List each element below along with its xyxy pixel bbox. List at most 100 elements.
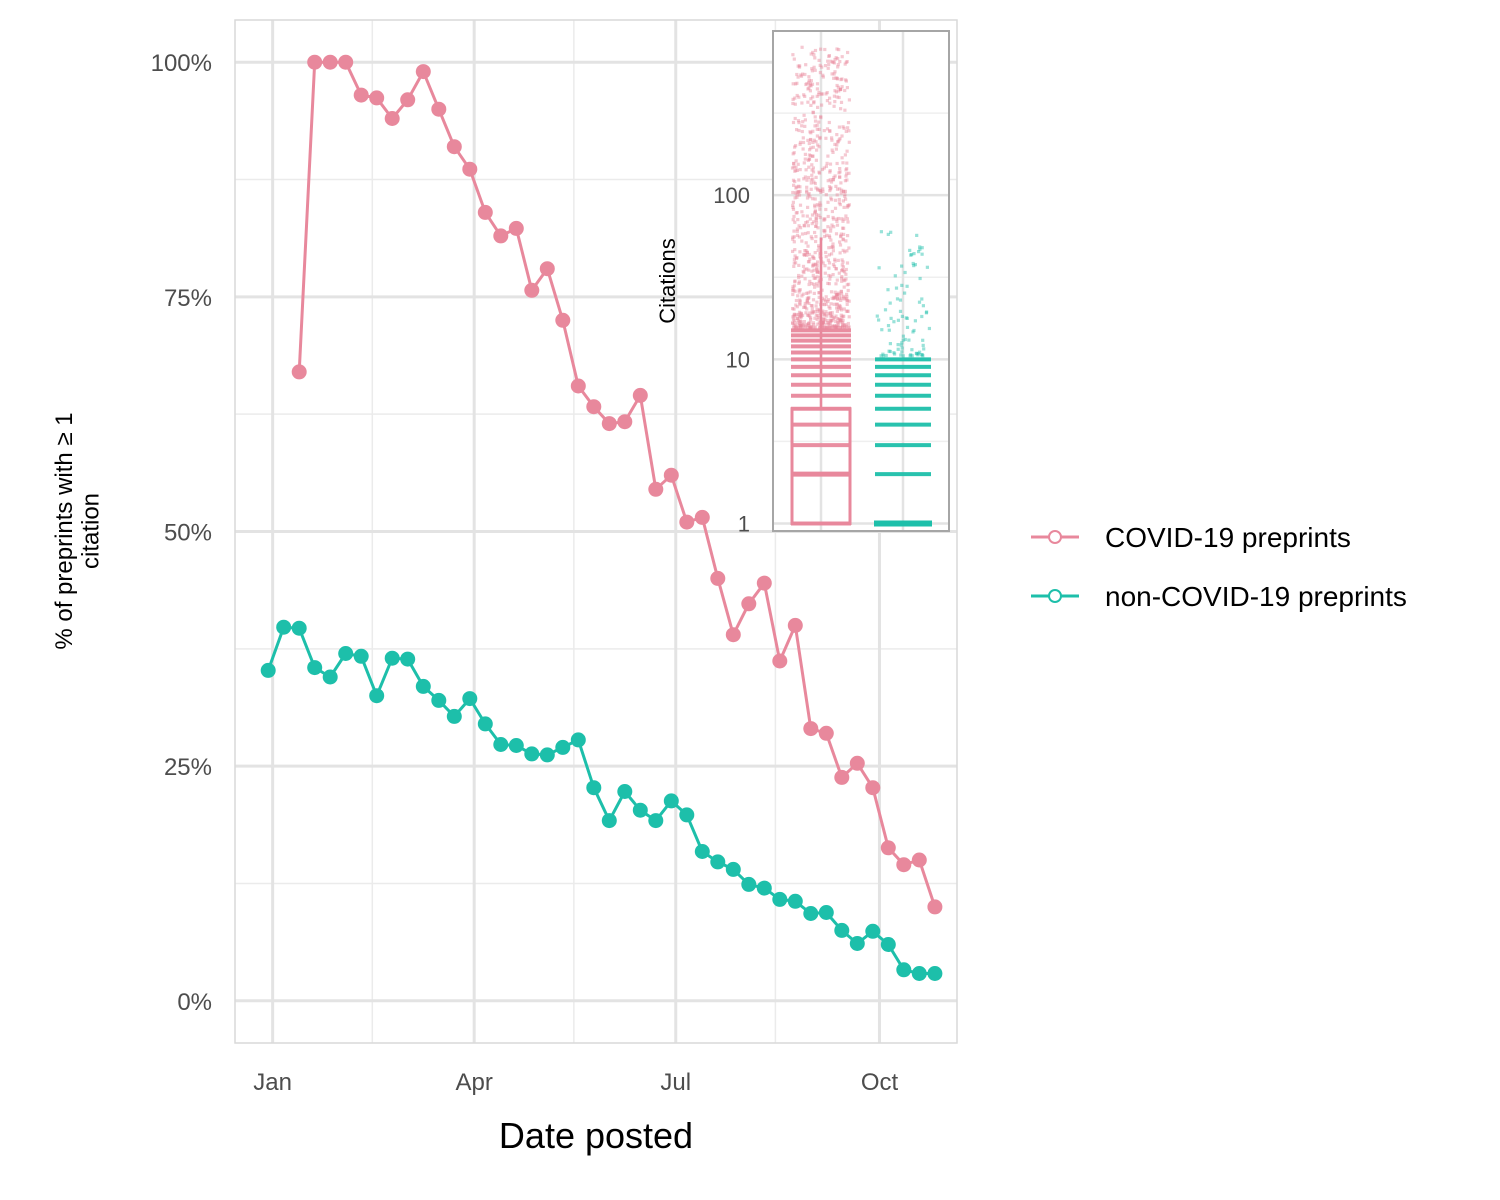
citation-point (807, 80, 811, 84)
citation-point (806, 296, 811, 301)
citation-point (817, 90, 821, 95)
citation-point (829, 302, 833, 306)
data-point (570, 732, 586, 748)
citation-point (812, 282, 816, 286)
citation-point (814, 304, 818, 308)
citation-point (828, 162, 833, 166)
citation-point (827, 62, 831, 67)
citation-point (879, 354, 883, 358)
data-point (524, 282, 540, 298)
citation-point (818, 189, 822, 193)
citation-point (805, 299, 809, 303)
citation-point (821, 318, 826, 322)
citation-point (811, 95, 815, 99)
citation-point (842, 205, 846, 209)
citation-point (803, 324, 807, 328)
citation-point (835, 133, 839, 137)
citation-point (792, 261, 796, 265)
citation-point (813, 205, 817, 209)
citation-point (809, 326, 813, 330)
citation-point (798, 185, 802, 189)
data-point (772, 891, 788, 907)
citation-point (828, 311, 832, 315)
citation-point (803, 157, 807, 161)
citation-point (833, 324, 837, 328)
citation-point (808, 130, 812, 134)
citation-point (823, 230, 827, 234)
citation-point (823, 312, 827, 316)
citation-point (814, 140, 818, 144)
citation-point (813, 56, 817, 60)
citation-point (800, 325, 804, 329)
citation-point (807, 321, 811, 325)
citation-point (812, 53, 816, 57)
citation-point (844, 272, 848, 276)
citation-point (841, 260, 845, 264)
citation-point (830, 252, 834, 256)
citation-point (797, 288, 801, 292)
citation-point (899, 353, 903, 357)
citation-point (821, 323, 825, 327)
citation-point (828, 311, 832, 315)
citation-point (815, 203, 819, 207)
citation-point (811, 111, 815, 115)
citation-point (824, 299, 828, 303)
citation-point (846, 234, 850, 238)
citation-point (801, 323, 805, 327)
citation-point (832, 295, 836, 299)
citation-point (798, 250, 802, 254)
citation-point (832, 302, 836, 306)
citation-point (807, 326, 811, 330)
citation-point (797, 323, 801, 327)
data-point (725, 861, 741, 877)
citation-point (893, 352, 897, 356)
citation-point (808, 314, 812, 318)
citation-point (808, 257, 812, 261)
citation-point (795, 317, 799, 321)
citation-point (844, 324, 848, 328)
citation-point (824, 207, 828, 212)
citation-point (817, 291, 821, 295)
citation-point (824, 164, 828, 168)
citation-point (842, 217, 846, 221)
citation-point (844, 168, 848, 172)
citation-point (843, 192, 847, 196)
citation-point (795, 190, 799, 194)
citation-point (799, 74, 804, 78)
data-point (477, 204, 493, 220)
data-point (400, 92, 416, 108)
citation-point (823, 64, 828, 68)
citation-point (817, 279, 821, 283)
citation-point (827, 246, 831, 250)
citation-point (826, 281, 830, 285)
citation-point (830, 198, 834, 202)
citation-point (830, 148, 834, 152)
citation-point (814, 313, 818, 317)
citation-point (836, 57, 840, 61)
data-point (865, 780, 881, 796)
citation-point (831, 60, 835, 64)
citation-point (838, 175, 842, 179)
citation-point (803, 94, 807, 98)
citation-point (797, 320, 802, 324)
citation-point (837, 197, 841, 202)
citation-point (798, 64, 802, 68)
data-point (710, 570, 726, 586)
data-point (679, 807, 695, 823)
citation-point (816, 269, 820, 273)
citation-point (794, 256, 799, 261)
citation-point (847, 203, 851, 207)
legend-key-marker (1048, 589, 1062, 603)
y-tick-label: 25% (164, 754, 212, 781)
citation-point (843, 88, 847, 93)
data-point (307, 660, 323, 676)
citation-point (832, 72, 836, 76)
citation-point (841, 125, 845, 129)
citation-point (795, 195, 799, 199)
citation-point (836, 63, 840, 67)
citation-point (840, 315, 844, 320)
citation-point (921, 354, 925, 358)
citation-point (900, 350, 904, 354)
citation-point (837, 125, 841, 129)
data-point (493, 737, 509, 752)
